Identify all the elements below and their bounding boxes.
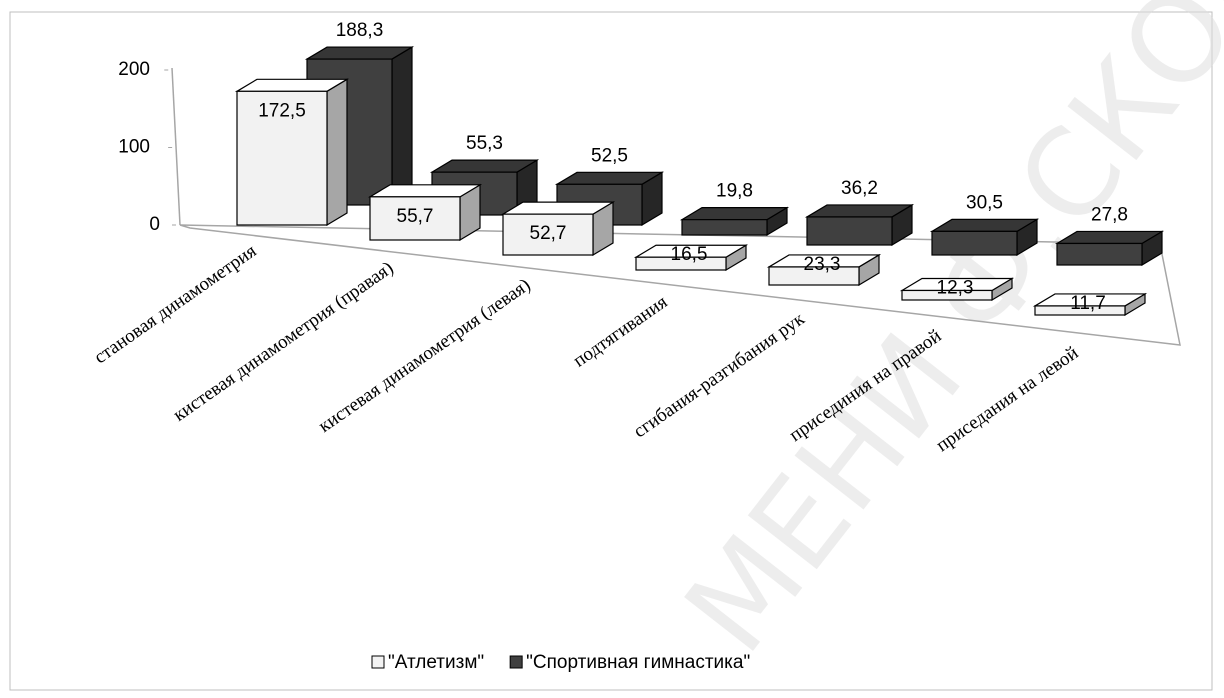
value-label: 27,8	[1091, 204, 1128, 225]
bar	[804, 203, 915, 247]
bar	[500, 201, 616, 257]
y-axis	[171, 67, 181, 226]
value-label: 23,3	[804, 254, 841, 275]
y-tick-label: 0	[149, 214, 160, 235]
value-label: 30,5	[966, 192, 1003, 213]
bar	[899, 277, 1015, 302]
bar-side	[391, 46, 413, 207]
value-label: 36,2	[841, 178, 878, 199]
value-label: 16,5	[671, 244, 708, 265]
legend-label: "Атлетизм"	[388, 652, 484, 673]
bar	[679, 206, 790, 237]
bar	[633, 244, 749, 272]
value-label: 52,7	[530, 223, 567, 244]
value-label: 11,7	[1070, 293, 1106, 314]
bar-front	[502, 213, 594, 256]
bar-top	[500, 201, 616, 215]
bar-front	[681, 219, 768, 236]
bar-front	[806, 216, 893, 246]
chart-frame	[9, 11, 1213, 691]
bar	[234, 78, 350, 227]
bar	[1054, 230, 1165, 267]
legend-label: "Спортивная гимнастика"	[526, 652, 750, 673]
bar	[1032, 292, 1148, 317]
value-label: 12,3	[937, 277, 974, 298]
bar-top	[367, 184, 483, 198]
bar-front	[901, 289, 993, 301]
bar-front	[635, 256, 727, 271]
bar-top	[234, 78, 350, 92]
bar-front	[931, 230, 1018, 256]
value-label: 19,8	[716, 181, 753, 202]
value-label: 55,7	[397, 206, 434, 227]
value-label: 55,3	[466, 133, 503, 154]
legend-swatch	[371, 655, 385, 669]
bar	[766, 253, 882, 287]
bar-front	[1034, 305, 1126, 316]
bar-front	[369, 196, 461, 241]
bar	[929, 218, 1040, 257]
bar	[367, 183, 483, 242]
bar-front	[236, 90, 328, 226]
legend-swatch	[509, 655, 523, 669]
y-tick-label: 100	[118, 137, 150, 158]
value-label: 52,5	[591, 145, 628, 166]
value-label: 188,3	[336, 20, 384, 41]
value-label: 172,5	[258, 100, 306, 121]
y-tick-label: 200	[118, 59, 150, 80]
bar-front	[768, 266, 860, 286]
bar-side	[326, 78, 348, 227]
bar-front	[1056, 242, 1143, 266]
